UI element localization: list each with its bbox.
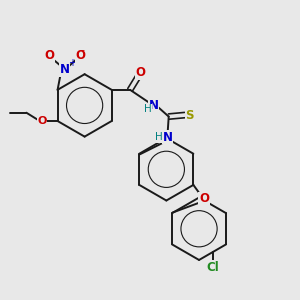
Text: N: N bbox=[149, 99, 159, 112]
Text: N: N bbox=[163, 131, 173, 144]
Text: S: S bbox=[185, 109, 194, 122]
Text: O: O bbox=[135, 66, 145, 79]
Text: -: - bbox=[80, 45, 84, 55]
Text: O: O bbox=[76, 50, 85, 62]
Text: H: H bbox=[155, 132, 163, 142]
Text: N: N bbox=[59, 63, 69, 76]
Text: -: - bbox=[48, 45, 52, 55]
Text: O: O bbox=[38, 116, 47, 126]
Text: O: O bbox=[45, 50, 55, 62]
Text: +: + bbox=[68, 58, 76, 68]
Text: O: O bbox=[199, 192, 209, 205]
Text: H: H bbox=[144, 104, 152, 114]
Text: Cl: Cl bbox=[206, 260, 219, 274]
